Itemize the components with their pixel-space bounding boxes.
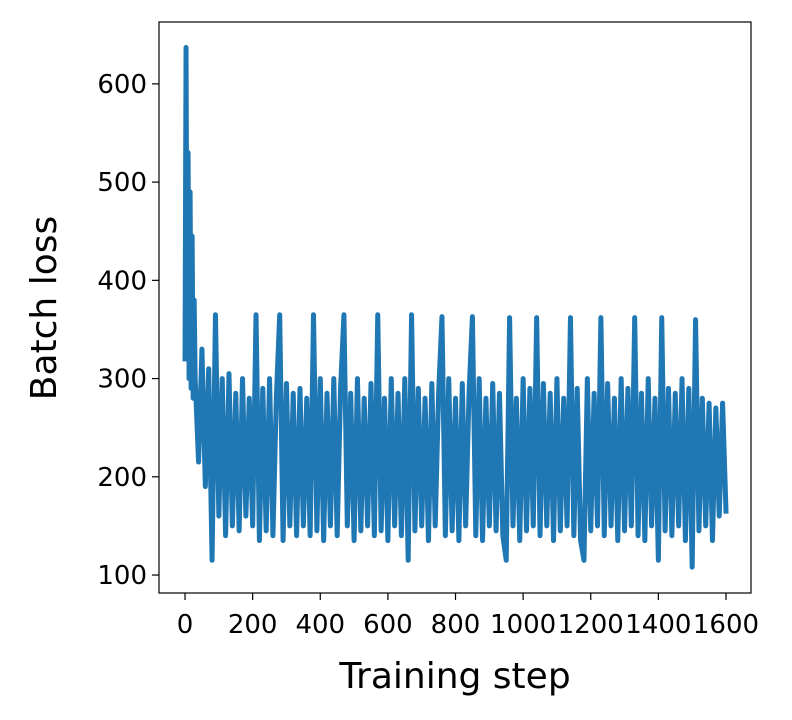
x-tick-label: 1400 (625, 610, 691, 640)
x-tick-label: 400 (295, 610, 345, 640)
y-tick-label: 300 (97, 365, 147, 395)
x-tick-label: 1000 (490, 610, 556, 640)
x-tick-label: 0 (177, 610, 194, 640)
y-tick-label: 400 (97, 266, 147, 296)
y-axis-label: Batch loss (24, 216, 65, 400)
x-tick-label: 800 (431, 610, 481, 640)
x-tick-label: 200 (228, 610, 278, 640)
y-tick-label: 500 (97, 168, 147, 198)
x-tick-label: 1600 (693, 610, 759, 640)
x-tick-label: 600 (363, 610, 413, 640)
x-tick-label: 1200 (558, 610, 624, 640)
data-line (182, 45, 729, 570)
y-tick-label: 600 (97, 70, 147, 100)
y-tick-label: 200 (97, 463, 147, 493)
x-axis-label: Training step (338, 656, 570, 697)
y-tick-label: 100 (97, 561, 147, 591)
